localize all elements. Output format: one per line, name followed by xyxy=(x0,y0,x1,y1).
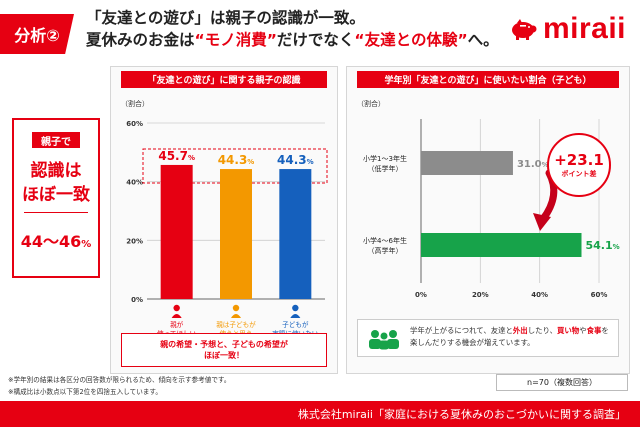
side-callout-divider xyxy=(24,212,88,213)
x-tick-label: 0% xyxy=(415,291,427,299)
info-text-1: 学年が上がるにつれて、友達と xyxy=(410,326,513,335)
side-callout-line1: 認識は xyxy=(30,161,82,181)
headline-text-2d: “友達との体験” xyxy=(354,31,468,49)
headline-line1: 「友達との遊び」は親子の認識が一致。 xyxy=(86,8,365,29)
sample-size: n=70（複数回答） xyxy=(496,374,628,391)
headline-text-1: 「友達との遊び」は親子の認識が一致。 xyxy=(86,9,365,27)
category-label: （低学年） xyxy=(368,164,403,173)
headline-text-2b: “モノ消費” xyxy=(194,31,277,49)
bottom-callout: 親の希望・予想と、子どもの希望が ほぼ一致！ xyxy=(121,333,327,367)
side-callout-tag: 親子で xyxy=(32,132,80,148)
right-panel-title: 学年別「友達との遊び」に使いたい割合（子ども） xyxy=(357,71,619,88)
x-tick-label: 40% xyxy=(531,291,548,299)
bar xyxy=(160,164,193,299)
bottom-callout-line1: 親の希望・予想と、子どもの希望が xyxy=(160,340,288,349)
person-icon xyxy=(290,304,301,318)
category-label: 親が xyxy=(170,320,184,329)
diff-badge: +23.1 ポイント差 xyxy=(547,133,611,197)
headline-text-2a: 夏休みのお金は xyxy=(86,31,195,49)
side-callout-range: 44〜46% xyxy=(14,228,98,252)
section-badge: 分析② xyxy=(0,14,74,54)
bar-value-label: 44.3% xyxy=(218,153,255,167)
side-callout-line2: ほぼ一致 xyxy=(22,185,90,205)
piggy-bank-icon xyxy=(511,19,537,40)
bar-value-label: 44.3% xyxy=(277,153,314,167)
info-box: 学年が上がるにつれて、友達と外出したり、買い物や食事を楽しんだりする機会が増えて… xyxy=(357,319,619,357)
brand-logo: miraii xyxy=(508,12,626,46)
group-people-icon xyxy=(369,330,399,350)
category-label: 小学4〜6年生 xyxy=(363,236,407,245)
info-text-7: を楽しんだりする機会が増えています。 xyxy=(410,326,609,347)
info-text-5: や xyxy=(579,326,587,335)
note-1: ※学年別の結果は各区分の回答数が限られるため、傾向を示す参考値です。 xyxy=(8,376,231,384)
left-panel-title: 「友達との遊び」に関する親子の認識 xyxy=(121,71,327,88)
left-axis-unit: （割合） xyxy=(121,100,149,108)
bar-value-label: 45.7% xyxy=(158,149,195,163)
y-tick-label: 60% xyxy=(126,120,143,128)
person-icon xyxy=(171,304,182,318)
trend-arrowhead xyxy=(533,213,551,231)
diff-label: ポイント差 xyxy=(561,170,597,178)
note-2: ※構成比は小数点以下第2位を四捨五入しています。 xyxy=(8,388,162,396)
bottom-callout-line2: ほぼ一致！ xyxy=(204,351,244,360)
info-text: 学年が上がるにつれて、友達と外出したり、買い物や食事を楽しんだりする機会が増えて… xyxy=(410,325,614,349)
category-label: （高学年） xyxy=(368,246,403,255)
bar xyxy=(220,169,252,299)
bar-value-label: 31.0% xyxy=(517,159,549,170)
info-text-6: 食事 xyxy=(586,326,602,335)
left-chart-panel: 「友達との遊び」に関する親子の認識 （割合） 0% 20% 40% 60% 45.7% 親… xyxy=(110,66,338,374)
diff-value: +23.1 xyxy=(554,151,604,169)
info-text-4: 買い物 xyxy=(556,326,580,335)
range-value: 44〜46 xyxy=(20,232,82,251)
range-unit: % xyxy=(81,239,92,250)
y-tick-label: 20% xyxy=(126,237,143,245)
headline-line2: 夏休みのお金は“モノ消費”だけでなく“友達との体験”へ。 xyxy=(86,30,499,51)
footer: 株式会社miraii「家庭における夏休みのおこづかいに関する調査」 xyxy=(0,401,640,427)
bar xyxy=(279,169,312,299)
category-label: 子どもが xyxy=(282,320,309,329)
logo-text: miraii xyxy=(542,12,626,45)
headline-text-2e: へ。 xyxy=(467,31,499,49)
info-text-2: 外出 xyxy=(512,326,528,335)
x-tick-label: 20% xyxy=(472,291,489,299)
side-callout: 親子で 認識は ほぼ一致 44〜46% xyxy=(12,118,100,278)
person-icon xyxy=(231,304,241,318)
right-chart-panel: 学年別「友達との遊び」に使いたい割合（子ども） （割合） 0% 20% 40% 60%… xyxy=(346,66,630,374)
info-text-3: したり、 xyxy=(527,326,557,335)
bar-chart: 0%20%40%60%45.7%親が使ってほしい（問04）44.3%親は子どもが… xyxy=(126,120,328,347)
y-tick-label: 0% xyxy=(131,296,143,304)
category-label: 小学1〜3年生 xyxy=(363,154,407,163)
y-tick-label: 40% xyxy=(126,179,143,187)
bar xyxy=(421,151,513,175)
category-label: 親は子どもが xyxy=(216,320,256,329)
x-tick-label: 60% xyxy=(591,291,608,299)
bar-value-label: 54.1% xyxy=(585,239,619,252)
bar xyxy=(421,233,582,257)
headline-text-2c: だけでなく xyxy=(276,31,355,49)
right-axis-unit: （割合） xyxy=(357,100,385,108)
